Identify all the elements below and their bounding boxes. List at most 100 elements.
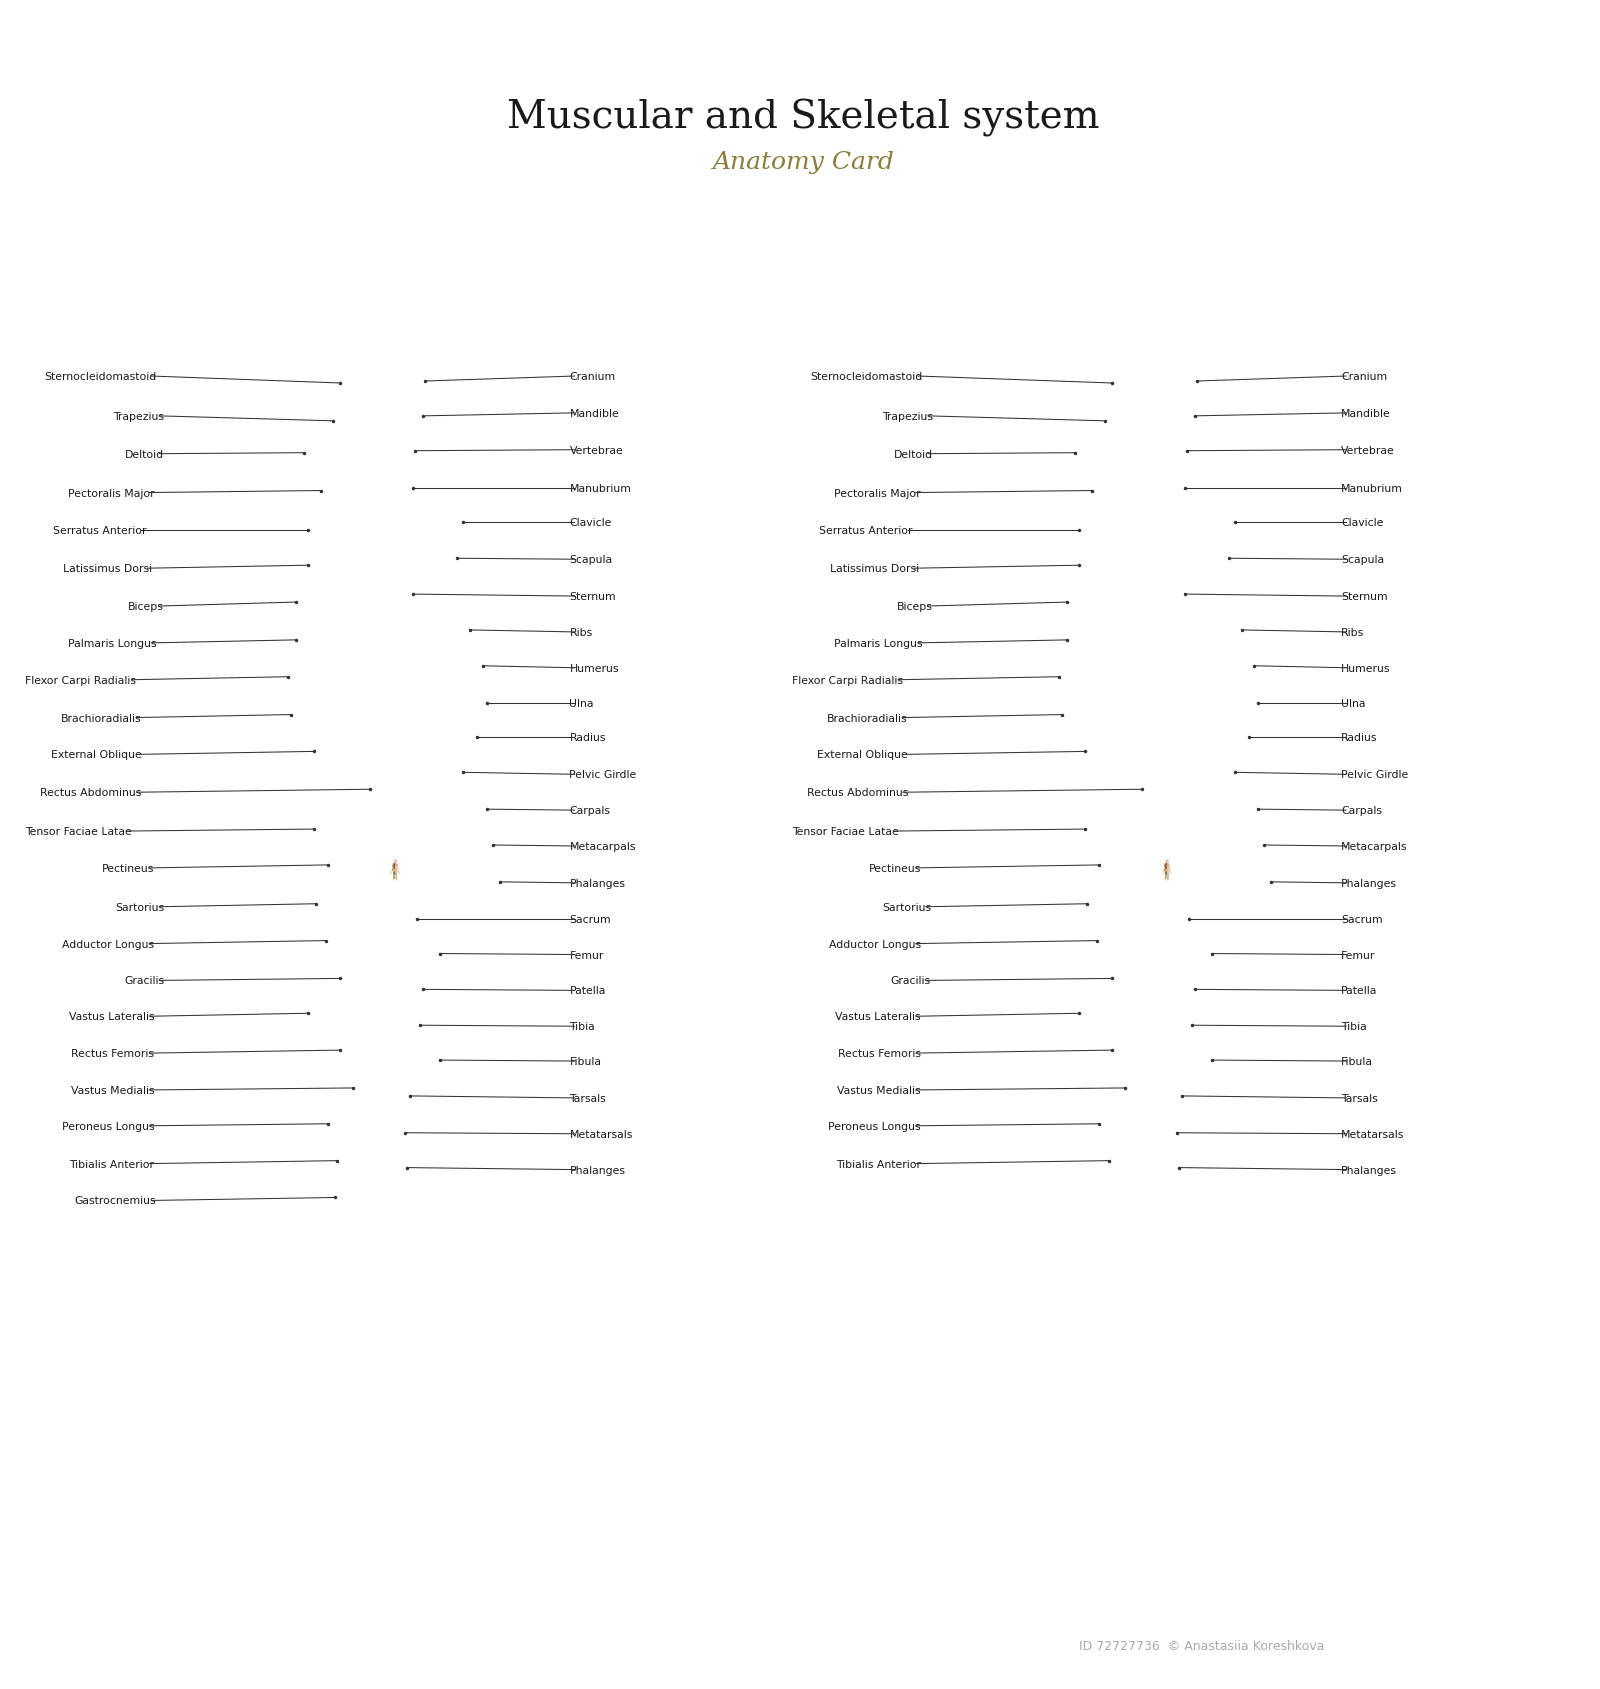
Text: Trapezius: Trapezius — [114, 412, 165, 422]
Text: Patella: Patella — [1341, 986, 1378, 997]
Polygon shape — [397, 863, 398, 868]
Polygon shape — [1166, 865, 1170, 866]
Polygon shape — [1168, 863, 1170, 868]
Text: Vastus Medialis: Vastus Medialis — [837, 1086, 922, 1094]
Text: Radius: Radius — [1341, 733, 1378, 743]
Text: Scapula: Scapula — [570, 556, 613, 564]
Text: Rectus Femoris: Rectus Femoris — [72, 1049, 154, 1059]
Text: Ribs: Ribs — [570, 628, 592, 637]
Polygon shape — [1163, 868, 1165, 873]
Text: Deltoid: Deltoid — [894, 449, 933, 459]
Text: Pelvic Girdle: Pelvic Girdle — [1341, 770, 1408, 780]
Text: Pectineus: Pectineus — [102, 863, 154, 873]
Polygon shape — [395, 865, 397, 866]
Text: Clavicle: Clavicle — [570, 519, 611, 529]
Text: Mandible: Mandible — [1341, 409, 1390, 419]
Text: Palmaris Longus: Palmaris Longus — [67, 638, 157, 649]
Text: Vastus Medialis: Vastus Medialis — [70, 1086, 154, 1094]
Ellipse shape — [394, 860, 397, 863]
Text: Carpals: Carpals — [1341, 806, 1382, 816]
Polygon shape — [392, 863, 394, 866]
Text: Muscular and Skeletal system: Muscular and Skeletal system — [507, 100, 1099, 137]
Polygon shape — [394, 872, 395, 877]
Text: Tarsals: Tarsals — [570, 1093, 606, 1103]
Polygon shape — [395, 872, 397, 873]
Text: Pectineus: Pectineus — [869, 863, 922, 873]
Polygon shape — [1165, 872, 1166, 875]
Text: Cranium: Cranium — [570, 372, 616, 382]
Text: Sternum: Sternum — [570, 591, 616, 601]
Text: Anatomy Card: Anatomy Card — [712, 152, 894, 174]
Text: Fibula: Fibula — [1341, 1056, 1373, 1066]
Polygon shape — [394, 863, 397, 872]
Text: Femur: Femur — [570, 949, 603, 959]
Text: Biceps: Biceps — [898, 601, 933, 611]
Text: Phalanges: Phalanges — [1341, 878, 1397, 888]
Text: Phalanges: Phalanges — [1341, 1165, 1397, 1176]
Text: Ulna: Ulna — [1341, 698, 1366, 708]
Text: Rectus Femoris: Rectus Femoris — [838, 1049, 922, 1059]
Polygon shape — [397, 868, 398, 873]
Polygon shape — [1165, 872, 1166, 877]
Text: Deltoid: Deltoid — [125, 449, 165, 459]
Text: Tarsals: Tarsals — [1341, 1093, 1378, 1103]
Text: Pectoralis Major: Pectoralis Major — [834, 488, 922, 498]
Text: Phalanges: Phalanges — [570, 1165, 626, 1176]
Text: Sternocleidomastoid: Sternocleidomastoid — [45, 372, 157, 382]
Text: Ribs: Ribs — [1341, 628, 1365, 637]
Polygon shape — [390, 873, 392, 875]
Text: Trapezius: Trapezius — [882, 412, 933, 422]
Text: Adductor Longus: Adductor Longus — [62, 939, 154, 949]
Text: Serratus Anterior: Serratus Anterior — [819, 525, 914, 535]
Text: External Oblique: External Oblique — [818, 750, 907, 760]
Text: Femur: Femur — [1341, 949, 1376, 959]
Text: Scapula: Scapula — [1341, 556, 1384, 564]
Text: Sartorius: Sartorius — [115, 902, 165, 912]
Text: Flexor Carpi Radialis: Flexor Carpi Radialis — [26, 676, 136, 686]
Polygon shape — [394, 866, 395, 870]
Text: Ulna: Ulna — [570, 698, 594, 708]
Text: ID 72727736  © Anastasiia Koreshkova: ID 72727736 © Anastasiia Koreshkova — [1078, 1638, 1325, 1652]
Text: Sternocleidomastoid: Sternocleidomastoid — [811, 372, 923, 382]
Text: Tensor Faciae Latae: Tensor Faciae Latae — [24, 826, 131, 836]
Text: Mandible: Mandible — [570, 409, 619, 419]
Text: Vastus Lateralis: Vastus Lateralis — [69, 1012, 154, 1022]
Text: Gracilis: Gracilis — [891, 976, 931, 986]
Polygon shape — [392, 863, 394, 868]
Text: Sacrum: Sacrum — [570, 914, 611, 924]
Ellipse shape — [1166, 860, 1168, 863]
Text: Clavicle: Clavicle — [1341, 519, 1384, 529]
Text: Gastrocnemius: Gastrocnemius — [75, 1196, 157, 1206]
Polygon shape — [1170, 873, 1171, 875]
Text: Rectus Abdominus: Rectus Abdominus — [40, 787, 141, 797]
Text: Patella: Patella — [570, 986, 606, 997]
Text: Rectus Abdominus: Rectus Abdominus — [806, 787, 907, 797]
Text: Serratus Anterior: Serratus Anterior — [53, 525, 146, 535]
Text: Adductor Longus: Adductor Longus — [829, 939, 922, 949]
Ellipse shape — [1166, 860, 1168, 863]
Text: Tibialis Anterior: Tibialis Anterior — [835, 1159, 922, 1169]
Text: Metacarpals: Metacarpals — [1341, 841, 1408, 851]
Text: Peroneus Longus: Peroneus Longus — [62, 1121, 154, 1132]
Text: Vertebrae: Vertebrae — [570, 446, 624, 456]
Text: Carpals: Carpals — [570, 806, 611, 816]
Text: Fibula: Fibula — [570, 1056, 602, 1066]
Polygon shape — [1165, 863, 1170, 872]
Text: Metatarsals: Metatarsals — [1341, 1128, 1405, 1138]
Polygon shape — [1170, 868, 1171, 873]
Text: External Oblique: External Oblique — [51, 750, 141, 760]
Polygon shape — [1166, 872, 1170, 877]
Text: Latissimus Dorsi: Latissimus Dorsi — [62, 564, 152, 574]
Text: Brachioradialis: Brachioradialis — [61, 713, 141, 723]
Text: Tibia: Tibia — [1341, 1022, 1366, 1032]
Text: Latissimus Dorsi: Latissimus Dorsi — [830, 564, 918, 574]
Polygon shape — [394, 863, 395, 866]
Text: Vertebrae: Vertebrae — [1341, 446, 1395, 456]
Text: Tibia: Tibia — [570, 1022, 595, 1032]
Text: Cranium: Cranium — [1341, 372, 1387, 382]
Ellipse shape — [395, 860, 397, 863]
Polygon shape — [1166, 872, 1170, 873]
Text: Radius: Radius — [570, 733, 606, 743]
Text: Pectoralis Major: Pectoralis Major — [67, 488, 154, 498]
Polygon shape — [395, 872, 397, 877]
